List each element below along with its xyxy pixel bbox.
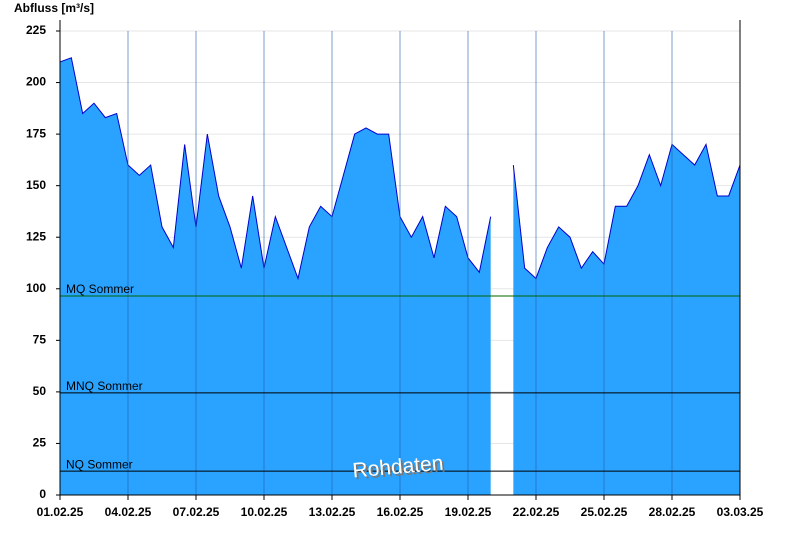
- x-tick-label: 03.03.25: [717, 505, 764, 519]
- line: [512, 143, 741, 280]
- y-tick-label: 25: [33, 436, 47, 450]
- reference-label: NQ Sommer: [66, 457, 133, 471]
- y-tick-label: 175: [26, 126, 46, 140]
- y-tick-label: 75: [33, 333, 47, 347]
- y-tick-label: 125: [26, 229, 46, 243]
- x-tick-label: 10.02.25: [241, 505, 288, 519]
- x-tick-label: 16.02.25: [377, 505, 424, 519]
- x-tick-label: 07.02.25: [173, 505, 220, 519]
- area: [513, 144, 740, 495]
- x-tick-label: 22.02.25: [513, 505, 560, 519]
- y-tick-label: 225: [26, 23, 46, 37]
- y-tick-label: 200: [26, 75, 46, 89]
- reference-label: MNQ Sommer: [66, 379, 143, 393]
- x-tick-label: 01.02.25: [37, 505, 84, 519]
- y-tick-label: 100: [26, 281, 46, 295]
- x-tick-label: 19.02.25: [445, 505, 492, 519]
- x-tick-label: 13.02.25: [309, 505, 356, 519]
- y-tick-label: 150: [26, 178, 46, 192]
- x-tick-label: 28.02.25: [649, 505, 696, 519]
- y-tick-label: 0: [39, 487, 46, 501]
- x-tick-label: 25.02.25: [581, 505, 628, 519]
- reference-label: MQ Sommer: [66, 282, 134, 296]
- x-tick-label: 04.02.25: [105, 505, 152, 519]
- y-axis-title: Abfluss [m³/s]: [14, 1, 94, 15]
- y-tick-label: 50: [33, 384, 47, 398]
- area: [60, 57, 491, 495]
- line: [59, 57, 492, 281]
